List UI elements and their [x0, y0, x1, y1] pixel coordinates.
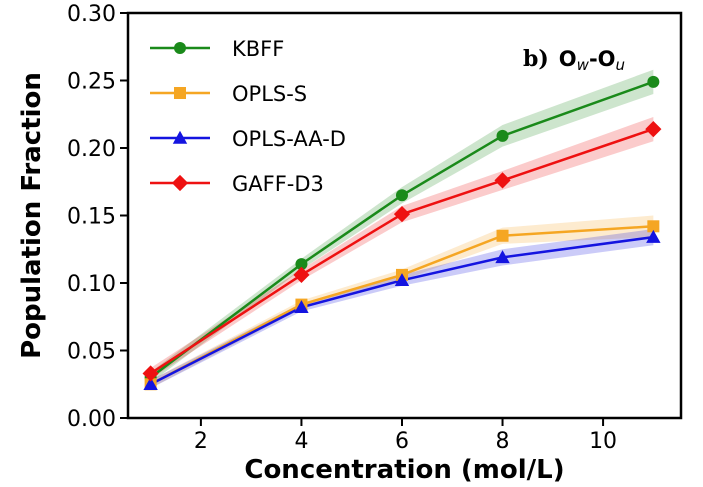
x-axis-ticks: 2 4 6 8 10: [194, 418, 617, 454]
point-opls-s: [647, 220, 660, 233]
y-axis-label: Population Fraction: [17, 72, 47, 359]
legend: KBFF OPLS-S OPLS-AA-D GAFF-D3: [150, 37, 346, 196]
x-tick-label: 6: [395, 429, 409, 454]
point-gaff-d3: [645, 121, 662, 138]
legend-marker-opls-aa-d: [172, 130, 188, 144]
line-opls-aa-d: [150, 235, 654, 386]
y-tick-label: 0.20: [67, 137, 116, 162]
x-tick-label: 2: [194, 429, 208, 454]
point-kbff: [295, 258, 308, 271]
confidence-bands: [150, 69, 654, 389]
y-tick-label: 0.10: [67, 272, 116, 297]
panel-annotation-sub2: u: [616, 56, 626, 74]
panel-annotation-prefix: b): [523, 46, 549, 72]
point-kbff: [496, 129, 509, 142]
panel-annotation-dash: -: [589, 47, 598, 71]
legend-item-opls-s: OPLS-S: [150, 82, 307, 106]
y-tick-label: 0.00: [67, 407, 116, 432]
band-opls-s: [150, 215, 654, 389]
point-opls-aa-d: [143, 377, 158, 391]
point-opls-s: [496, 229, 509, 242]
point-opls-aa-d: [294, 300, 309, 314]
legend-item-opls-aa-d: OPLS-AA-D: [150, 127, 346, 151]
point-opls-aa-d: [394, 273, 410, 287]
legend-marker-opls-s: [174, 87, 186, 99]
y-tick-label: 0.15: [67, 205, 116, 230]
x-tick-label: 4: [294, 429, 308, 454]
band-gaff-d3: [150, 116, 654, 379]
point-opls-aa-d: [646, 229, 661, 243]
point-kbff: [395, 189, 408, 202]
point-gaff-d3: [293, 266, 310, 283]
legend-marker-gaff-d3: [171, 174, 189, 192]
legend-marker-kbff: [174, 42, 186, 54]
y-axis-ticks: 0.00 0.05 0.10 0.15 0.20 0.25 0.30: [67, 2, 128, 432]
x-axis-label: Concentration (mol/L): [244, 455, 564, 485]
panel-annotation-o2: O: [598, 47, 616, 71]
legend-label-opls-aa-d: OPLS-AA-D: [232, 127, 346, 151]
point-gaff-d3: [494, 172, 511, 189]
y-tick-label: 0.30: [67, 2, 116, 27]
panel-annotation-sub1: w: [577, 56, 590, 74]
point-kbff: [647, 75, 660, 88]
series-markers: [142, 75, 662, 391]
panel-annotation: b) Ow-Ou: [523, 46, 625, 74]
point-gaff-d3: [142, 365, 159, 382]
x-tick-label: 8: [496, 429, 510, 454]
legend-item-gaff-d3: GAFF-D3: [150, 172, 324, 196]
x-tick-label: 10: [589, 429, 617, 454]
band-opls-aa-d: [150, 229, 654, 389]
y-tick-label: 0.05: [67, 340, 116, 365]
legend-label-opls-s: OPLS-S: [232, 82, 307, 106]
panel-annotation-o1: O: [559, 47, 577, 71]
legend-label-gaff-d3: GAFF-D3: [232, 172, 324, 196]
point-opls-aa-d: [495, 250, 510, 264]
point-gaff-d3: [393, 206, 411, 223]
legend-label-kbff: KBFF: [232, 37, 284, 61]
y-tick-label: 0.25: [67, 70, 116, 95]
legend-item-kbff: KBFF: [150, 37, 284, 61]
